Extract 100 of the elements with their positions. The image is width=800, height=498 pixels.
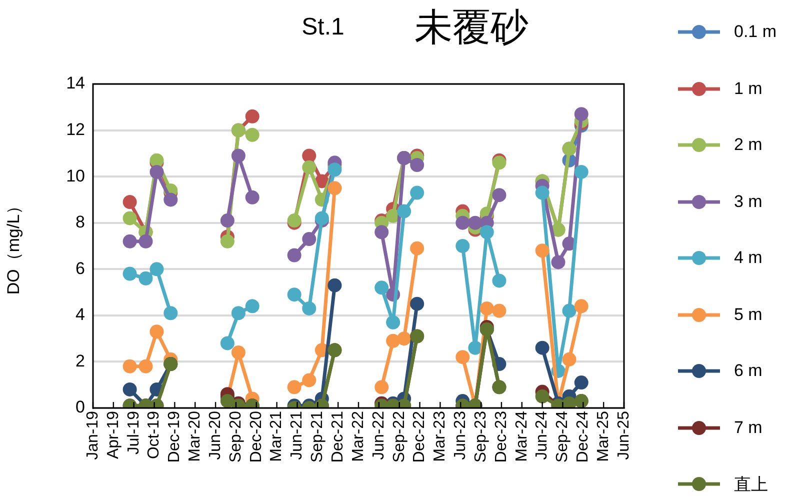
point — [535, 186, 550, 200]
point — [231, 148, 246, 163]
x-tick-label: Dec-24 — [574, 410, 592, 463]
x-tick-label: Dec-20 — [248, 410, 265, 463]
point — [535, 389, 550, 404]
legend-label: 1 m — [734, 78, 762, 99]
point — [245, 190, 260, 204]
x-tick-label: Mar-23 — [432, 410, 449, 462]
point — [302, 301, 316, 316]
point — [410, 158, 424, 172]
point — [386, 315, 400, 330]
point — [574, 299, 588, 314]
point — [374, 280, 389, 295]
point — [328, 181, 342, 196]
y-tick-label: 8 — [76, 212, 85, 232]
point — [122, 211, 137, 226]
point — [492, 188, 506, 202]
point — [374, 380, 389, 394]
point — [164, 192, 178, 207]
legend-label: 5 m — [734, 304, 762, 325]
point — [150, 153, 164, 168]
x-tick-label: Jun-21 — [288, 410, 306, 460]
legend-label: 2 m — [734, 135, 762, 156]
point — [480, 225, 494, 240]
point — [456, 350, 470, 364]
point — [122, 266, 137, 281]
y-axis-title: DO（mg/L） — [4, 197, 23, 295]
point — [302, 160, 316, 174]
x-tick-label: Mar-22 — [350, 410, 367, 462]
x-tick-label: Dec-23 — [492, 410, 510, 463]
legend-label: 6 m — [734, 361, 762, 382]
point — [456, 239, 470, 253]
x-tick-label: Jan-19 — [84, 410, 102, 460]
point — [386, 334, 400, 348]
legend-label: 0.1 m — [734, 22, 777, 42]
legend-label: 4 m — [734, 248, 762, 268]
y-tick-label: 4 — [76, 305, 85, 324]
x-tick-label: Dec-19 — [166, 410, 184, 463]
x-tick-label: Jun-22 — [370, 410, 388, 460]
chart-title: St.1 未覆砂 — [302, 7, 528, 49]
point — [574, 376, 588, 390]
point — [328, 278, 342, 292]
point — [231, 345, 246, 360]
point — [328, 162, 342, 177]
x-tick-label: Sep-21 — [309, 410, 326, 463]
x-tick-label: Mar-20 — [186, 410, 204, 462]
point — [245, 128, 260, 142]
y-tick-label: 0 — [76, 398, 85, 417]
point — [535, 340, 550, 355]
x-tick-label: Dec-22 — [411, 410, 428, 463]
x-tick-label: Jun-24 — [534, 410, 551, 460]
point — [150, 262, 164, 276]
x-tick-label: Mar-21 — [268, 410, 286, 462]
point — [287, 288, 302, 302]
x-tick-label: Jun-25 — [615, 410, 632, 460]
point — [220, 234, 234, 248]
point — [164, 306, 178, 320]
point — [287, 380, 302, 394]
point — [492, 274, 506, 288]
point — [492, 156, 506, 170]
point — [220, 214, 234, 228]
point — [562, 304, 576, 318]
point — [150, 324, 164, 339]
point — [138, 359, 153, 374]
point — [397, 332, 412, 346]
point — [410, 186, 424, 200]
point — [574, 164, 588, 179]
legend-label: 直上 — [734, 474, 768, 496]
x-tick-label: Sep-24 — [554, 410, 572, 463]
point — [480, 301, 494, 316]
y-tick-label: 14 — [66, 74, 85, 93]
point — [220, 394, 234, 408]
point — [535, 244, 550, 258]
point — [314, 211, 329, 226]
x-tick-label: Jul-19 — [125, 410, 142, 455]
x-tick-label: Dec-21 — [329, 410, 346, 463]
point — [492, 304, 506, 318]
x-tick-label: Sep-23 — [472, 410, 490, 463]
x-tick-label: Jun-23 — [452, 410, 470, 460]
point — [468, 216, 482, 230]
point — [551, 255, 566, 270]
point — [122, 234, 137, 248]
legend-label: 7 m — [734, 418, 762, 438]
point — [562, 352, 576, 366]
point — [302, 232, 316, 246]
legend-label: 3 m — [734, 192, 762, 212]
point — [302, 373, 316, 388]
point — [374, 225, 389, 240]
point — [456, 216, 470, 230]
y-tick-label: 2 — [76, 351, 85, 370]
x-tick-label: Jun-20 — [206, 410, 224, 460]
x-tick-label: Mar-24 — [513, 410, 530, 462]
point — [231, 306, 246, 320]
x-tick-label: Sep-20 — [227, 410, 244, 463]
point — [410, 296, 424, 311]
point — [220, 336, 234, 350]
point — [122, 359, 137, 374]
point — [302, 148, 316, 163]
point — [122, 195, 137, 210]
y-tick-label: 6 — [76, 258, 85, 278]
